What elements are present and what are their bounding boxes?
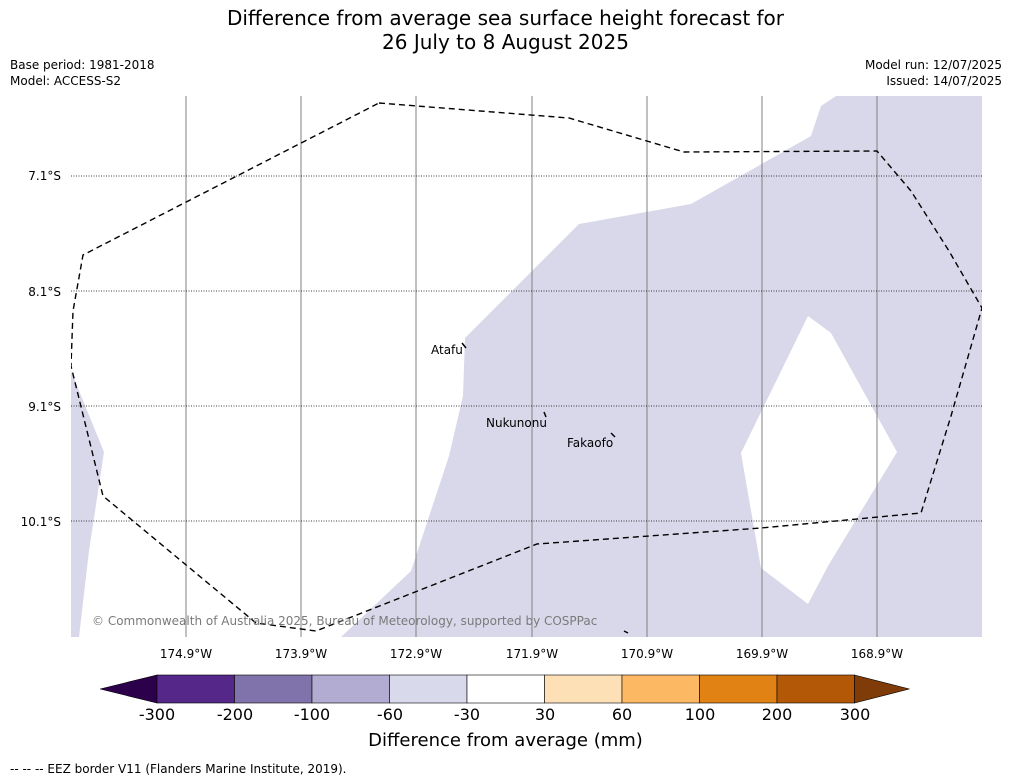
- lat-label-8-1: 8.1°S: [28, 285, 61, 299]
- map-panel: [71, 96, 982, 637]
- eez-legend-footer: -- -- -- EEZ border V11 (Flanders Marine…: [10, 762, 347, 776]
- model-name: Model: ACCESS-S2: [10, 74, 122, 88]
- colorbar-tick-100: 100: [684, 705, 716, 724]
- copyright-notice: © Commonwealth of Australia 2025, Bureau…: [92, 614, 598, 628]
- eez-border: [71, 102, 982, 632]
- colorbar-tick-300: 300: [839, 705, 871, 724]
- longitude-gridlines: [185, 96, 878, 637]
- lon-label-174-9: 174.9°W: [159, 647, 213, 661]
- lat-label-9-1: 9.1°S: [28, 400, 61, 414]
- colorbar: [100, 674, 910, 704]
- atafu-marker: [461, 342, 467, 349]
- issued-date: Issued: 14/07/2025: [886, 74, 1002, 88]
- map-svg: [71, 96, 982, 637]
- colorbar-tick-n100: -100: [293, 705, 331, 724]
- colorbar-tick-n300: -300: [138, 705, 176, 724]
- title-line-2: 26 July to 8 August 2025: [382, 30, 629, 54]
- colorbar-segments: [100, 674, 910, 704]
- meta-right: Model run: 12/07/2025 Issued: 14/07/2025: [865, 57, 1002, 89]
- island-label-fakaofo: Fakaofo: [567, 436, 614, 450]
- colorbar-segment: [311, 674, 390, 704]
- colorbar-tick-n30: -30: [453, 705, 481, 724]
- map-title: Difference from average sea surface heig…: [0, 6, 1011, 54]
- colorbar-segment: [544, 674, 623, 704]
- fakaofo-marker: [610, 432, 616, 438]
- island-label-atafu: Atafu: [431, 343, 463, 357]
- anomaly-region-east: [341, 96, 982, 637]
- lon-label-169-9: 169.9°W: [735, 647, 789, 661]
- title-line-1: Difference from average sea surface heig…: [226, 6, 785, 30]
- colorbar-segment: [389, 674, 468, 704]
- nukunonu-marker: [543, 411, 547, 418]
- colorbar-tick-60: 60: [611, 705, 633, 724]
- colorbar-extend-low: [100, 674, 158, 704]
- latitude-gridlines: [71, 175, 982, 522]
- colorbar-title: Difference from average (mm): [368, 730, 643, 751]
- meta-left: Base period: 1981-2018 Model: ACCESS-S2: [10, 57, 155, 89]
- colorbar-segment: [776, 674, 855, 704]
- colorbar-segment: [466, 674, 545, 704]
- lon-label-171-9: 171.9°W: [505, 647, 559, 661]
- colorbar-tick-n200: -200: [216, 705, 254, 724]
- island-label-nukunonu: Nukunonu: [486, 416, 547, 430]
- colorbar-segment: [234, 674, 313, 704]
- colorbar-extend-high: [854, 674, 910, 704]
- lon-label-172-9: 172.9°W: [389, 647, 443, 661]
- colorbar-tick-30: 30: [534, 705, 556, 724]
- colorbar-segment: [699, 674, 778, 704]
- anomaly-region-west: [71, 371, 104, 637]
- colorbar-tick-n60: -60: [376, 705, 404, 724]
- base-period: Base period: 1981-2018: [10, 58, 155, 72]
- lat-label-10-1: 10.1°S: [20, 515, 61, 529]
- colorbar-tick-200: 200: [761, 705, 793, 724]
- lon-label-173-9: 173.9°W: [274, 647, 328, 661]
- lon-label-168-9: 168.9°W: [850, 647, 904, 661]
- lon-label-170-9: 170.9°W: [620, 647, 674, 661]
- colorbar-segment: [156, 674, 235, 704]
- small-marker: [623, 630, 629, 634]
- lat-label-7-1: 7.1°S: [28, 169, 61, 183]
- model-run: Model run: 12/07/2025: [864, 58, 1002, 72]
- colorbar-segment: [621, 674, 700, 704]
